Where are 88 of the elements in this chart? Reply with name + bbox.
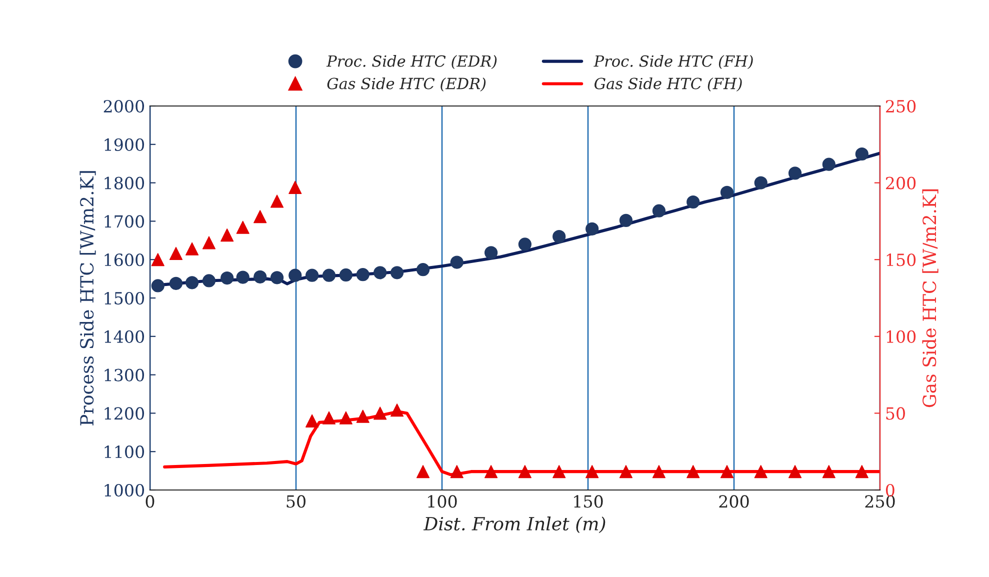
point [754,465,768,478]
point [356,410,370,423]
y-tick-label: 1000 [104,484,144,497]
point [652,204,666,218]
point [339,268,352,282]
y-tick-label: 1800 [104,176,144,190]
point [270,271,284,284]
y-tick-label: 1700 [104,215,144,228]
x-tick-label: 150 [574,495,603,508]
point [686,195,700,209]
y-tick-label: 1900 [104,138,144,151]
point [720,186,734,199]
point [151,253,164,266]
point [518,465,532,478]
point [202,274,216,288]
point [552,230,566,244]
point [306,268,319,282]
y-tick-label: 1400 [104,330,144,343]
y-tick-label: 1300 [104,368,144,382]
point [339,411,352,424]
point [356,268,370,282]
point [322,411,336,424]
y-tick-label: 1100 [104,446,144,458]
x-tick-label: 0 [146,495,154,508]
point [855,465,868,478]
point [390,404,404,417]
point [586,465,599,478]
point [169,276,183,290]
point [788,465,802,478]
point [220,271,234,285]
point [788,166,802,180]
point [619,214,633,227]
x-tick-label: 250 [865,495,895,508]
y2-tick-label: 200 [886,176,916,190]
legend-label: Proc. Side HTC (EDR) [326,55,497,70]
point [185,242,199,256]
y-tick-label: 1500 [104,292,144,305]
point [552,465,566,478]
point [416,263,430,276]
point [586,222,599,236]
y-tick-label: 2000 [104,100,144,113]
point [822,465,836,478]
point [236,270,250,284]
y-tick-label: 1200 [104,407,144,420]
point [390,266,404,280]
point [855,147,868,161]
y2-axis-title: Gas Side HTC [W/m2.K] [922,189,938,408]
x-tick-label: 50 [286,495,306,508]
point [822,158,836,171]
point [686,465,700,478]
point [619,465,633,478]
point [185,276,199,290]
point [169,246,183,260]
y2-tick-label: 150 [886,254,916,266]
point [220,228,234,242]
point [288,180,302,194]
y-axis-title: Process Side HTC [W/m2.K] [80,171,96,426]
legend-label: Proc. Side HTC (FH) [594,55,753,70]
point [270,194,284,208]
point [288,268,302,282]
y2-tick-label: 100 [886,330,916,343]
point [754,176,768,190]
point [306,414,319,428]
point [484,465,498,478]
point [652,465,666,478]
point [484,246,498,260]
point [254,210,267,224]
point [254,270,267,284]
point [374,406,387,420]
point [518,238,532,251]
point [374,266,387,280]
x-tick-label: 100 [428,495,457,508]
point [450,465,464,478]
point [450,256,464,269]
y-tick-label: 1600 [104,254,144,266]
y2-tick-label: 50 [886,407,905,420]
x-tick-label: 200 [719,495,749,508]
point [151,279,164,292]
point [720,465,734,478]
x-axis-title: Dist. From Inlet (m) [423,516,606,534]
legend-label: Gas Side HTC (FH) [594,77,742,92]
point [416,465,430,478]
y2-tick-label: 250 [886,100,916,113]
point [236,220,250,234]
point [322,268,336,282]
legend-label: Gas Side HTC (EDR) [327,77,486,92]
y2-tick-label: 0 [886,484,894,497]
point [202,236,216,250]
